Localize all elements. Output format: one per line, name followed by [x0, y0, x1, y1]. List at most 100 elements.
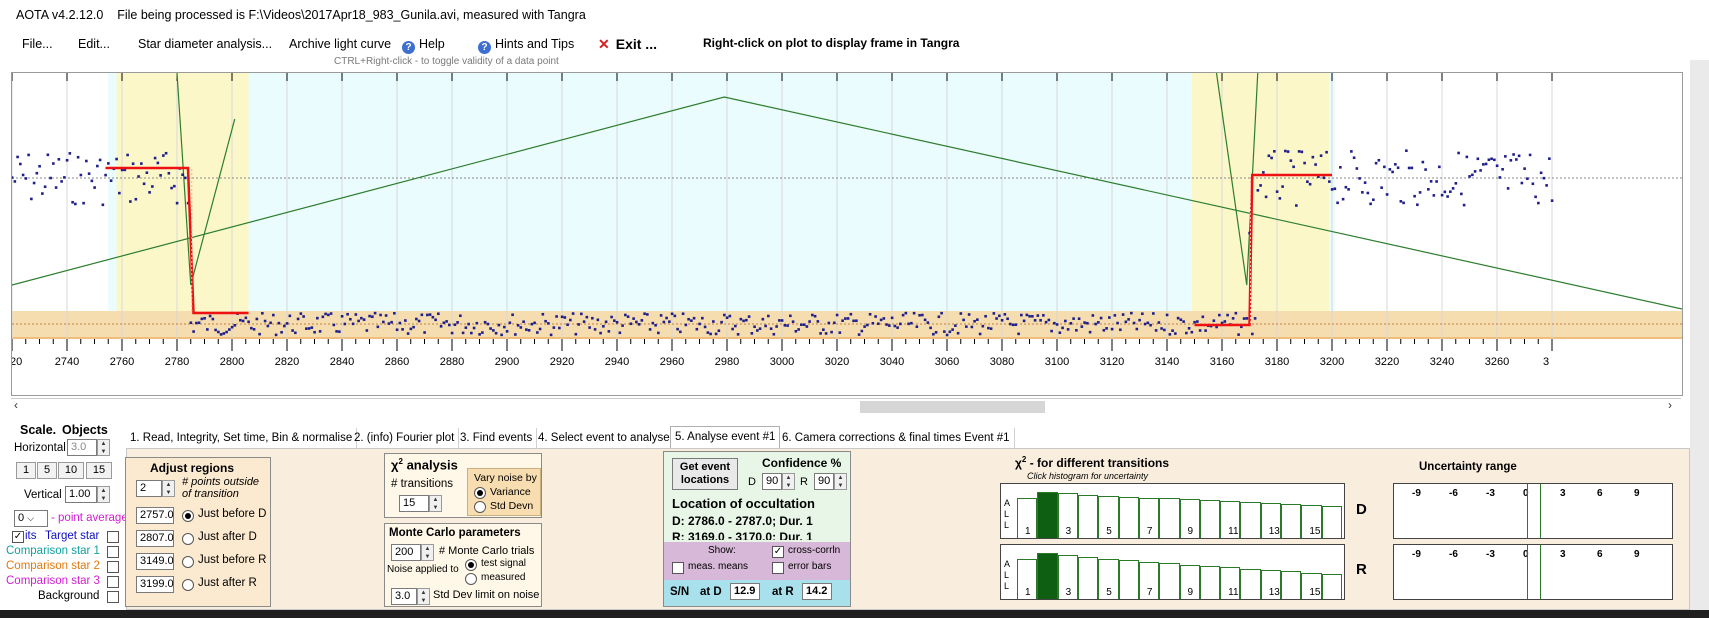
data-point[interactable] [668, 320, 671, 323]
data-point[interactable] [582, 320, 586, 323]
plot-canvas[interactable]: 20 2740 2760 2780 2800 2820 2840 2860 2880 2900 29… [12, 73, 1682, 395]
histogram-bar[interactable] [1098, 495, 1119, 538]
data-point[interactable] [214, 328, 217, 332]
data-point[interactable] [544, 319, 547, 323]
data-point[interactable] [415, 317, 418, 321]
data-point[interactable] [1515, 158, 1518, 161]
data-point[interactable] [1132, 321, 1136, 325]
data-point[interactable] [129, 200, 132, 203]
data-point[interactable] [1198, 329, 1202, 332]
data-point[interactable] [1009, 322, 1012, 326]
data-point[interactable] [277, 321, 281, 325]
data-point[interactable] [228, 328, 231, 331]
data-point[interactable] [1091, 314, 1095, 317]
data-point[interactable] [65, 158, 69, 162]
data-point[interactable] [241, 319, 245, 323]
data-point[interactable] [294, 331, 297, 335]
data-point[interactable] [206, 328, 209, 331]
data-point[interactable] [687, 317, 690, 321]
comparison-star-3-checkbox[interactable] [107, 576, 119, 588]
data-point[interactable] [1094, 322, 1097, 326]
data-point[interactable] [1240, 325, 1243, 329]
data-point[interactable] [1451, 187, 1455, 190]
histogram-bar[interactable] [1098, 558, 1119, 599]
data-point[interactable] [934, 331, 938, 334]
data-point[interactable] [1432, 194, 1436, 197]
data-point[interactable] [340, 315, 344, 318]
data-point[interactable] [269, 321, 272, 325]
data-point[interactable] [841, 319, 844, 322]
data-point[interactable] [970, 325, 974, 329]
data-point[interactable] [577, 323, 580, 326]
data-point[interactable] [19, 162, 22, 166]
data-point[interactable] [252, 328, 256, 331]
data-point[interactable] [1017, 332, 1020, 336]
data-point[interactable] [951, 328, 954, 331]
data-point[interactable] [692, 316, 696, 320]
data-point[interactable] [96, 164, 99, 168]
data-point[interactable] [1493, 158, 1496, 162]
data-point[interactable] [1498, 176, 1502, 179]
data-point[interactable] [992, 312, 996, 315]
data-point[interactable] [222, 332, 226, 335]
radio-after-d[interactable] [182, 533, 194, 545]
data-point[interactable] [775, 325, 778, 328]
data-point[interactable] [1064, 319, 1067, 323]
data-point[interactable] [932, 332, 935, 336]
data-point[interactable] [57, 157, 61, 161]
data-point[interactable] [1267, 154, 1271, 158]
data-point[interactable] [863, 325, 866, 328]
scroll-left-arrow-icon[interactable]: ‹ [14, 398, 18, 412]
data-point[interactable] [1127, 318, 1130, 321]
data-point[interactable] [1196, 320, 1199, 323]
data-point[interactable] [888, 324, 891, 327]
region-input-before-r[interactable]: 3149.0 [136, 553, 174, 570]
data-point[interactable] [1319, 154, 1323, 157]
data-point[interactable] [1135, 327, 1139, 331]
data-point[interactable] [1407, 166, 1411, 170]
data-point[interactable] [90, 179, 94, 183]
data-point[interactable] [651, 321, 655, 325]
data-point[interactable] [1391, 170, 1394, 174]
data-point[interactable] [197, 321, 201, 325]
data-point[interactable] [60, 180, 63, 183]
data-point[interactable] [646, 313, 649, 316]
data-point[interactable] [181, 173, 184, 177]
data-point[interactable] [338, 330, 341, 333]
data-point[interactable] [16, 155, 19, 159]
data-point[interactable] [1201, 315, 1205, 319]
data-point[interactable] [643, 312, 646, 316]
data-point[interactable] [604, 320, 608, 324]
data-point[interactable] [1259, 184, 1262, 187]
data-point[interactable] [910, 321, 913, 325]
data-point[interactable] [698, 322, 701, 326]
data-point[interactable] [1105, 327, 1108, 330]
data-point[interactable] [1457, 151, 1460, 155]
data-point[interactable] [591, 316, 594, 320]
histogram-bar[interactable] [1220, 567, 1241, 599]
data-point[interactable] [1143, 322, 1147, 326]
data-point[interactable] [882, 317, 886, 320]
data-point[interactable] [142, 182, 146, 186]
data-point[interactable] [516, 324, 520, 327]
data-point[interactable] [1031, 315, 1034, 318]
data-point[interactable] [1429, 180, 1433, 183]
data-point[interactable] [492, 329, 495, 332]
histogram-bar[interactable] [1159, 563, 1180, 599]
data-point[interactable] [189, 321, 193, 325]
data-point[interactable] [819, 332, 822, 335]
background-checkbox[interactable] [107, 591, 119, 603]
data-point[interactable] [203, 317, 206, 320]
data-point[interactable] [1501, 167, 1504, 171]
data-point[interactable] [219, 333, 223, 336]
data-point[interactable] [1083, 321, 1086, 324]
data-point[interactable] [1396, 166, 1400, 170]
data-point[interactable] [1163, 328, 1166, 332]
data-point[interactable] [797, 328, 800, 331]
data-point[interactable] [123, 168, 127, 172]
data-point[interactable] [1003, 313, 1007, 316]
plot-scrollbar[interactable] [11, 398, 1681, 417]
data-point[interactable] [327, 313, 330, 317]
data-points[interactable] [12, 149, 1554, 337]
data-point[interactable] [508, 321, 512, 325]
